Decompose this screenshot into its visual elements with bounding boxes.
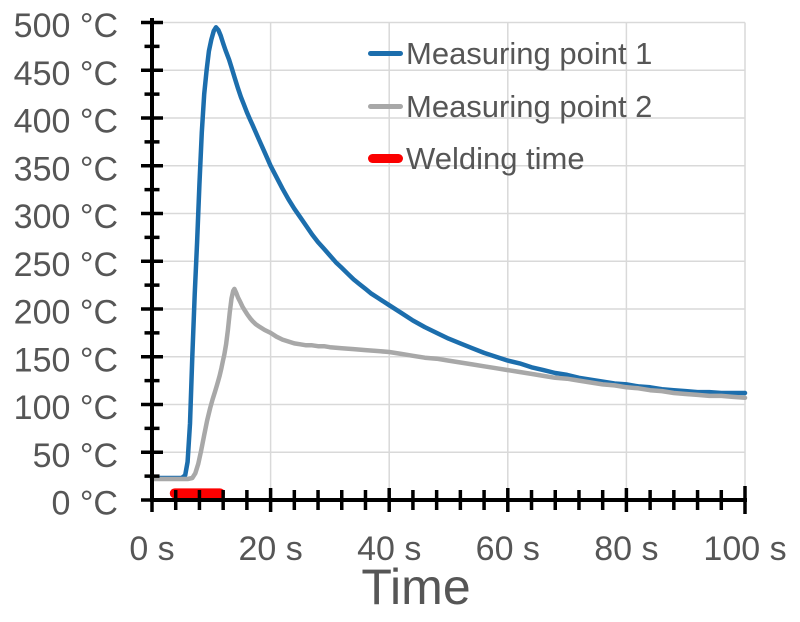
x-tick-label: 20 s: [238, 530, 302, 568]
x-tick-label: 80 s: [594, 530, 658, 568]
legend-label: Welding time: [406, 140, 585, 176]
legend-line-swatch-blue: [368, 50, 403, 56]
x-tick-label: 40 s: [357, 530, 421, 568]
y-tick-label: 400 °C: [14, 103, 118, 141]
legend-line-swatch-gray: [368, 103, 403, 109]
y-tick-label: 250 °C: [14, 246, 118, 284]
x-tick-label: 60 s: [476, 530, 540, 568]
y-tick-label: 50 °C: [33, 437, 118, 475]
y-tick-label: 300 °C: [14, 198, 118, 236]
legend-item-welding-time: Welding time: [368, 139, 585, 177]
y-tick-label: 0 °C: [51, 485, 118, 523]
y-tick-label: 500 °C: [14, 7, 118, 45]
y-tick-label: 200 °C: [14, 294, 118, 332]
x-tick-label: 0 s: [129, 530, 174, 568]
y-tick-label: 150 °C: [14, 341, 118, 379]
legend-label: Measuring point 1: [406, 35, 653, 71]
legend-label: Measuring point 2: [406, 88, 653, 124]
y-tick-label: 450 °C: [14, 55, 118, 93]
legend-item-measuring-point-1: Measuring point 1: [368, 34, 652, 72]
curve-measuring-point-2: [149, 286, 748, 482]
x-tick-label: 100 s: [703, 530, 786, 568]
legend-line-swatch-red: [368, 153, 403, 163]
y-tick-label: 350 °C: [14, 150, 118, 188]
gridlines: [152, 21, 746, 500]
x-axis-title: Time: [361, 559, 471, 615]
legend-item-measuring-point-2: Measuring point 2: [368, 87, 652, 125]
curve-measuring-point-1: [149, 25, 748, 481]
axes: [141, 18, 747, 514]
y-tick-label: 100 °C: [14, 389, 118, 427]
